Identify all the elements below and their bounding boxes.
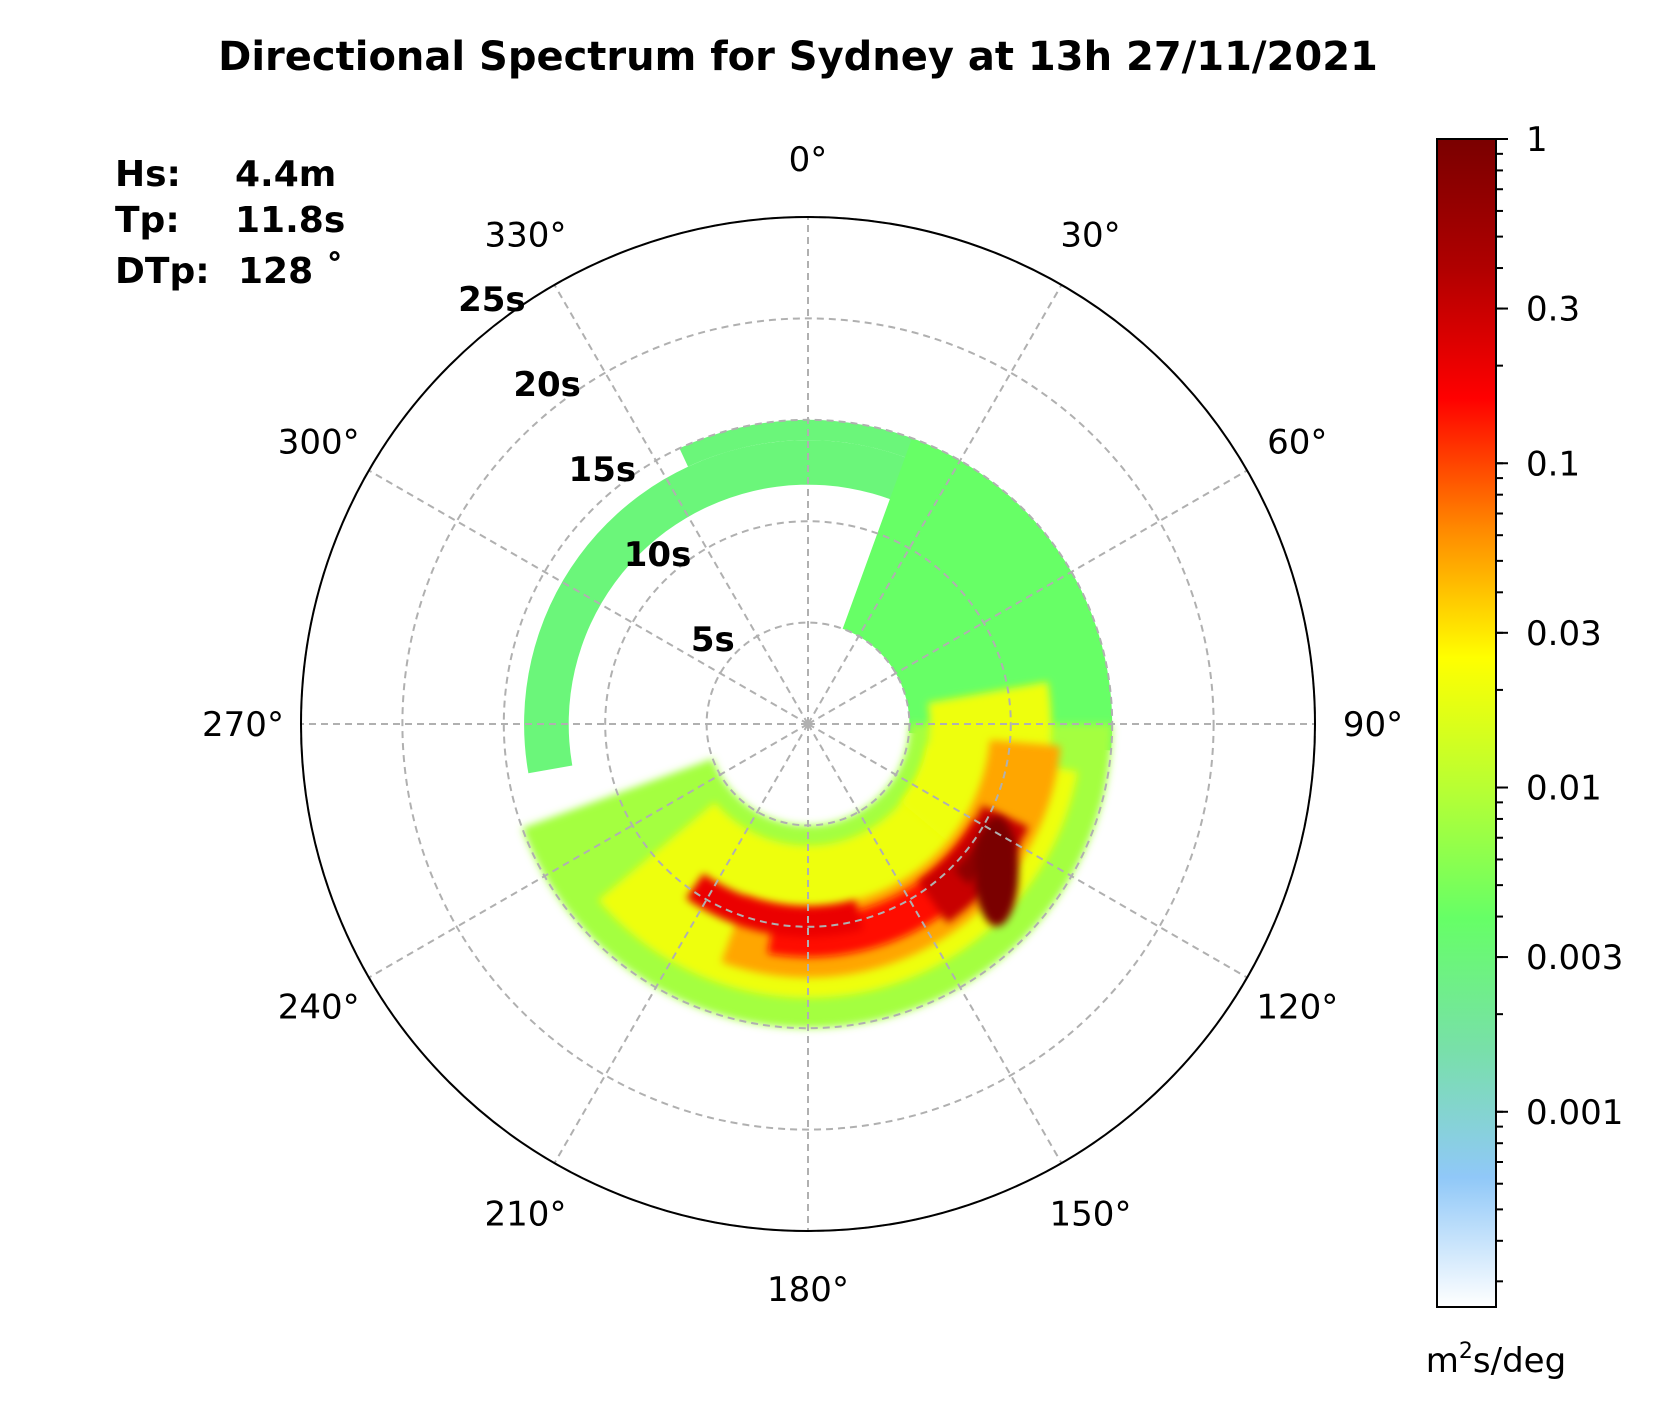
colorbar-units-sup: 2 (1459, 1339, 1473, 1364)
angle-tick-label: 30° (1060, 216, 1120, 256)
colorbar-tick-label: 0.03 (1526, 614, 1602, 654)
angle-tick-label: 210° (485, 1194, 567, 1234)
angle-tick-label: 270° (202, 705, 284, 745)
colorbar-tick-label: 0.3 (1526, 290, 1580, 330)
angle-tick-label: 0° (789, 140, 828, 180)
radial-gridline (401, 317, 1215, 1131)
angle-tick-label: 300° (278, 423, 360, 463)
angle-tick-label: 330° (485, 216, 567, 256)
stats-block: Hs: 4.4m Tp: 11.8s DTp: 128 ˚ (115, 154, 345, 292)
radial-tick-label: 10s (624, 535, 692, 575)
angular-gridline (807, 723, 1248, 979)
angle-tick-label: 120° (1256, 988, 1338, 1028)
spectrum-band (842, 438, 1113, 751)
colorbar-gradient (1436, 138, 1497, 1308)
stat-dtp-label: DTp: (115, 251, 210, 292)
stat-hs-label: Hs: (115, 154, 181, 195)
angle-tick-label: 180° (767, 1270, 849, 1310)
stat-tp-label: Tp: (115, 200, 180, 241)
angular-tick-labels: 0° 30° 60° 90° 120° 150° 180° 210° 240° 270° 300° 3… (202, 140, 1403, 1310)
colorbar-tick-label: 0.003 (1526, 938, 1623, 978)
radial-tick-label: 5s (691, 620, 735, 660)
angular-gridline (807, 469, 1248, 725)
angular-gridline (553, 284, 809, 725)
stat-hs-value: 4.4m (235, 154, 336, 195)
angular-gridline (368, 723, 809, 979)
stat-dtp-value: 128 ˚ (238, 251, 344, 292)
colorbar-tick-label: 0.01 (1526, 769, 1602, 809)
angular-gridline (368, 469, 809, 725)
colorbar-tick-label: 0.1 (1526, 444, 1580, 484)
spectrum-heatmap (522, 419, 1113, 1029)
colorbar: 1 0.3 0.1 0.03 0.01 0.003 0.001 m2s/deg (1426, 120, 1624, 1381)
polar-grid (300, 216, 1316, 1232)
angle-tick-label: 90° (1343, 705, 1403, 745)
spectrum-band (685, 873, 864, 937)
colorbar-units-rest: s/deg (1473, 1341, 1566, 1381)
stat-tp-value: 11.8s (235, 200, 345, 241)
angle-tick-label: 60° (1267, 423, 1327, 463)
angular-gridline (807, 723, 1063, 1164)
colorbar-units-base: m (1426, 1341, 1459, 1381)
angle-tick-label: 240° (278, 988, 360, 1028)
radial-tick-label: 25s (458, 280, 526, 320)
colorbar-ticks: 1 0.3 0.1 0.03 0.01 0.003 0.001 (1496, 120, 1623, 1283)
colorbar-tick-label: 0.001 (1526, 1093, 1623, 1133)
polar-frame (300, 216, 1316, 1232)
chart-title: Directional Spectrum for Sydney at 13h 2… (218, 34, 1378, 80)
radial-tick-label: 20s (513, 365, 581, 405)
spectrum-peak (974, 816, 1019, 927)
angular-gridline (553, 723, 809, 1164)
radial-tick-labels: 5s 10s 15s 20s 25s (458, 280, 735, 660)
radial-tick-label: 15s (569, 450, 637, 490)
colorbar-units: m2s/deg (1426, 1339, 1566, 1381)
colorbar-tick-label: 1 (1526, 120, 1548, 160)
angle-tick-label: 150° (1050, 1194, 1132, 1234)
angular-gridline (807, 284, 1063, 725)
radial-gridline (604, 520, 1012, 928)
